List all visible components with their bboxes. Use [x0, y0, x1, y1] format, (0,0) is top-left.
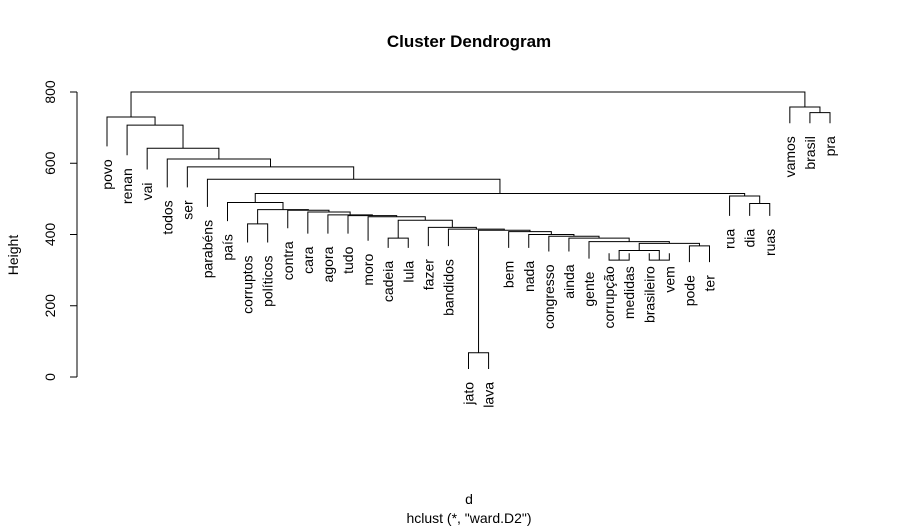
dendrogram-link [618, 250, 660, 261]
leaf-label: ser [179, 200, 195, 220]
leaf-label: tudo [340, 246, 356, 273]
y-tick-label: 0 [42, 373, 58, 381]
leaf-label: nada [521, 261, 537, 292]
leaf-label: bandidos [440, 259, 456, 316]
leaf-label: brasil [802, 136, 818, 169]
dendrogram-link [287, 209, 330, 229]
leaf-label: pode [681, 275, 697, 306]
y-axis-label: Height [5, 235, 21, 276]
leaf-label: cara [300, 246, 316, 273]
y-tick-label: 400 [42, 223, 58, 247]
dendrogram-link [257, 209, 309, 224]
leaf-label: bem [501, 261, 517, 288]
dendrogram-link [688, 245, 710, 263]
leaf-label: ainda [561, 264, 577, 298]
y-tick-label: 600 [42, 151, 58, 175]
dendrogram-link [146, 147, 220, 170]
dendrogram-link [447, 228, 505, 247]
leaf-label: dia [742, 229, 758, 248]
leaf-label: jato [461, 382, 477, 406]
leaf-label: agora [320, 246, 336, 282]
leaf-label: cadeia [380, 261, 396, 302]
dendrogram-link [126, 124, 184, 156]
y-axis: 0 200 400 600 800 [42, 80, 78, 381]
leaf-label: fazer [420, 259, 436, 290]
dendrogram-link [247, 223, 269, 243]
leaf-label: renan [119, 168, 135, 204]
dendrogram-link [327, 214, 373, 234]
leaf-label: vai [139, 183, 155, 201]
leaf-label: corrupção [601, 266, 617, 328]
leaf-label: ruas [762, 229, 778, 256]
x-axis-label: d [465, 491, 473, 507]
method-sublabel: hclust (*, "ward.D2") [406, 510, 531, 526]
leaf-label: gente [581, 271, 597, 306]
leaf-label: parabéns [199, 220, 215, 278]
dendrogram-link [427, 226, 477, 247]
leaf-label: país [220, 234, 236, 260]
leaf-label: brasileiro [641, 266, 657, 323]
leaf-label: lula [400, 261, 416, 283]
dendrogram-link [468, 352, 490, 369]
chart-title: Cluster Dendrogram [387, 32, 551, 51]
dendrogram-link [367, 216, 426, 241]
dendrogram-link [638, 242, 700, 251]
leaf-label: vamos [782, 136, 798, 177]
dendrogram-link [729, 195, 761, 216]
dendrogram-link [254, 193, 746, 203]
dendrogram-link [749, 203, 771, 216]
leaf-label: povo [99, 159, 115, 190]
leaf-label: corruptos [240, 256, 256, 314]
dendrogram-link [130, 91, 806, 117]
leaf-label: políticos [260, 256, 276, 307]
leaf-label: moro [360, 254, 376, 286]
y-tick-label: 200 [42, 294, 58, 318]
dendrogram-link [568, 237, 630, 252]
leaf-label: todos [159, 200, 175, 234]
leaf-label: ter [702, 275, 718, 292]
dendrogram-link [397, 219, 453, 239]
dendrogram-link [789, 106, 821, 124]
leaf-label: contra [280, 241, 296, 280]
dendrogram-link [186, 166, 355, 188]
dendrogram-link [106, 116, 156, 147]
y-tick-label: 800 [42, 80, 58, 104]
dendrogram-link [387, 237, 409, 248]
leaf-label: pra [822, 136, 838, 156]
dendrogram-link [227, 201, 284, 222]
leaf-label: congresso [541, 264, 557, 329]
leaf-label: lava [481, 382, 497, 408]
leaf-label: vem [661, 266, 677, 292]
dendrogram-link [347, 215, 398, 234]
leaf-label: rua [722, 229, 738, 249]
leaf-label: medidas [621, 266, 637, 319]
dendrogram-links [106, 91, 831, 369]
dendrogram-link [166, 158, 272, 188]
dendrogram-link [809, 112, 831, 124]
